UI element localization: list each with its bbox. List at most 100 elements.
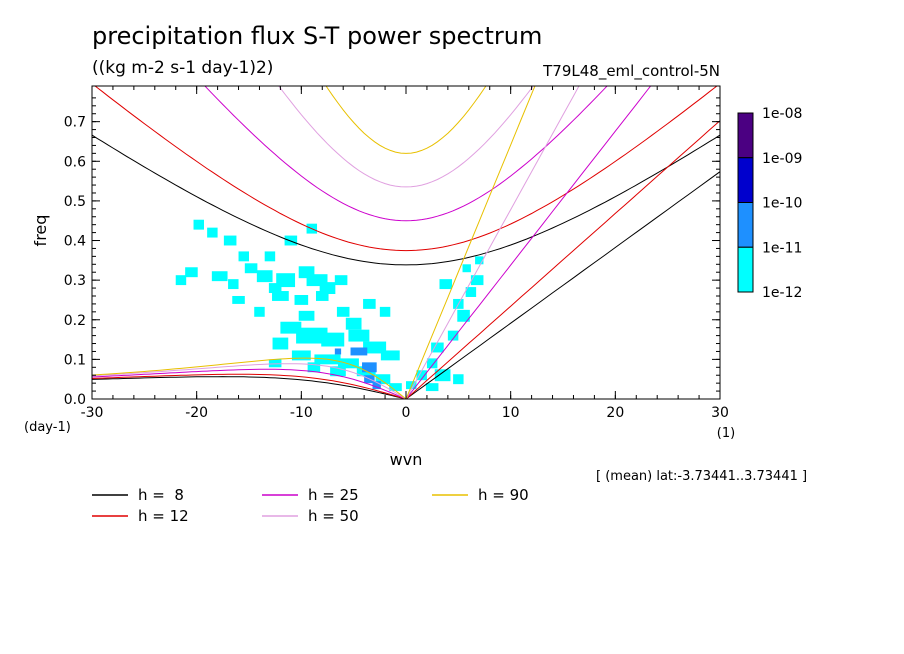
- y-unit-label: (day-1): [24, 420, 71, 435]
- spectrum-cell: [254, 306, 265, 317]
- curve-rossby-h90: [92, 357, 407, 399]
- spectrum-cell: [268, 359, 282, 368]
- spectrum-cell: [264, 251, 276, 262]
- x-tick-label: -10: [290, 405, 313, 421]
- y-tick-label: 0.1: [64, 352, 86, 368]
- x-tick-label: 0: [402, 405, 411, 421]
- spectrum-cell: [363, 298, 376, 309]
- curve-rossby-h50: [92, 363, 407, 399]
- spectrum-cell: [426, 358, 438, 369]
- curve-gravity-h12: [94, 86, 718, 252]
- spectrum-cell: [211, 271, 228, 282]
- curve-rossby-h8: [92, 376, 407, 399]
- spectrum-cell: [272, 291, 289, 301]
- spectrum-cell: [207, 227, 218, 238]
- spectrum-cell: [280, 321, 302, 334]
- spectrum-cell: [363, 341, 387, 354]
- spectrum-cell: [296, 327, 328, 344]
- legend-label: h = 25: [308, 486, 359, 504]
- curve-kelvin-h8: [405, 171, 720, 399]
- dispersion-curves: [92, 86, 720, 399]
- y-tick-label: 0.4: [64, 234, 86, 250]
- spectrum-cell: [232, 295, 245, 304]
- spectrum-cell: [348, 329, 370, 342]
- spectrum-cell: [434, 369, 451, 382]
- spectrum-cell: [228, 279, 239, 290]
- spectrum-cell: [298, 310, 315, 321]
- x-axis-label: wvn: [390, 450, 423, 469]
- spectrum-cell: [272, 337, 289, 350]
- y-tick-label: 0.2: [64, 313, 86, 329]
- chart-title: precipitation flux S-T power spectrum: [92, 22, 543, 50]
- x-tick-label: 30: [711, 405, 729, 421]
- axes: -30 -20 -10 0 10 20 30 0.0 0.1 0.2 0.3 0.4 0.5 0.6 0.7…: [24, 86, 735, 469]
- curve-rossby-h12: [92, 373, 407, 399]
- chart-units: ((kg m-2 s-1 day-1)2): [92, 58, 274, 78]
- curve-kelvin-h25: [405, 86, 652, 399]
- colorbar-label: 1e-12: [762, 285, 802, 301]
- legend-label: h = 50: [308, 507, 359, 525]
- spectrum-cell: [244, 263, 258, 274]
- spectrum-cell: [336, 306, 350, 317]
- spectrum-cell: [330, 366, 346, 377]
- spectrum-cell: [284, 235, 298, 246]
- spectrum-cell: [389, 383, 402, 392]
- colorbar-label: 1e-11: [762, 240, 802, 256]
- spectrum-cell: [439, 279, 453, 290]
- curve-gravity-h90: [325, 86, 487, 154]
- spectrum-cell: [362, 362, 377, 373]
- spectrum-cell: [379, 306, 391, 317]
- plot-frame: [91, 85, 721, 400]
- spectrum-cell: [380, 350, 400, 361]
- colorbar: 1e-08 1e-09 1e-10 1e-11 1e-12: [737, 106, 802, 301]
- spectrum-field: [175, 219, 484, 392]
- spectrum-cell: [334, 348, 342, 355]
- spectrum-cell: [425, 383, 439, 392]
- spectrum-cell: [298, 266, 315, 279]
- spectrum-cell: [193, 219, 204, 230]
- curve-kelvin-h12: [405, 120, 720, 399]
- spectrum-cell: [462, 264, 471, 273]
- x-tick-label: 20: [606, 405, 624, 421]
- colorbar-swatch: [737, 202, 754, 248]
- curve-gravity-h25: [204, 86, 608, 222]
- y-tick-label: 0.6: [64, 154, 86, 170]
- spectrum-cell: [416, 370, 427, 381]
- spectrum-cell: [345, 317, 362, 330]
- y-tick-label: 0.0: [64, 392, 86, 408]
- spectrum-cell: [175, 275, 187, 286]
- curve-gravity-h8: [92, 134, 720, 266]
- spectrum-cell: [321, 332, 345, 347]
- legend-label: h = 12: [138, 507, 189, 525]
- spectrum-cell: [453, 374, 464, 385]
- curve-kelvin-h50: [405, 86, 580, 399]
- spectrum-cell: [447, 330, 459, 341]
- spectrum-cell: [334, 275, 348, 286]
- colorbar-swatch: [737, 246, 754, 293]
- x-tick-label: -30: [81, 405, 104, 421]
- y-tick-label: 0.3: [64, 273, 86, 289]
- curve-kelvin-h90: [405, 86, 536, 399]
- curve-rossby-h25: [92, 368, 407, 399]
- spectrum-cell: [319, 282, 336, 295]
- legend: h = 8 h = 12 h = 25 h = 50 h = 90: [92, 486, 529, 525]
- colorbar-label: 1e-10: [762, 196, 802, 212]
- spectrum-cell: [372, 381, 381, 390]
- colorbar-label: 1e-09: [762, 151, 802, 167]
- legend-label: h = 90: [478, 486, 529, 504]
- x-unit-label: (1): [717, 426, 735, 441]
- spectrum-cell: [475, 256, 484, 265]
- spectrum-cell: [276, 273, 296, 288]
- spectrum-cell: [291, 350, 311, 361]
- spectrum-cell: [470, 275, 484, 286]
- run-name: T79L48_eml_control-5N: [543, 62, 720, 80]
- y-tick-label: 0.5: [64, 194, 86, 210]
- spectrum-cell: [431, 342, 444, 353]
- spectrum-cell: [238, 251, 249, 262]
- y-tick-label: 0.7: [64, 115, 86, 131]
- spectrum-cell: [350, 347, 368, 356]
- latitude-note: [ (mean) lat:-3.73441..3.73441 ]: [596, 469, 808, 484]
- colorbar-label: 1e-08: [762, 106, 802, 122]
- x-tick-label: 10: [502, 405, 520, 421]
- spectrum-cell: [294, 294, 309, 305]
